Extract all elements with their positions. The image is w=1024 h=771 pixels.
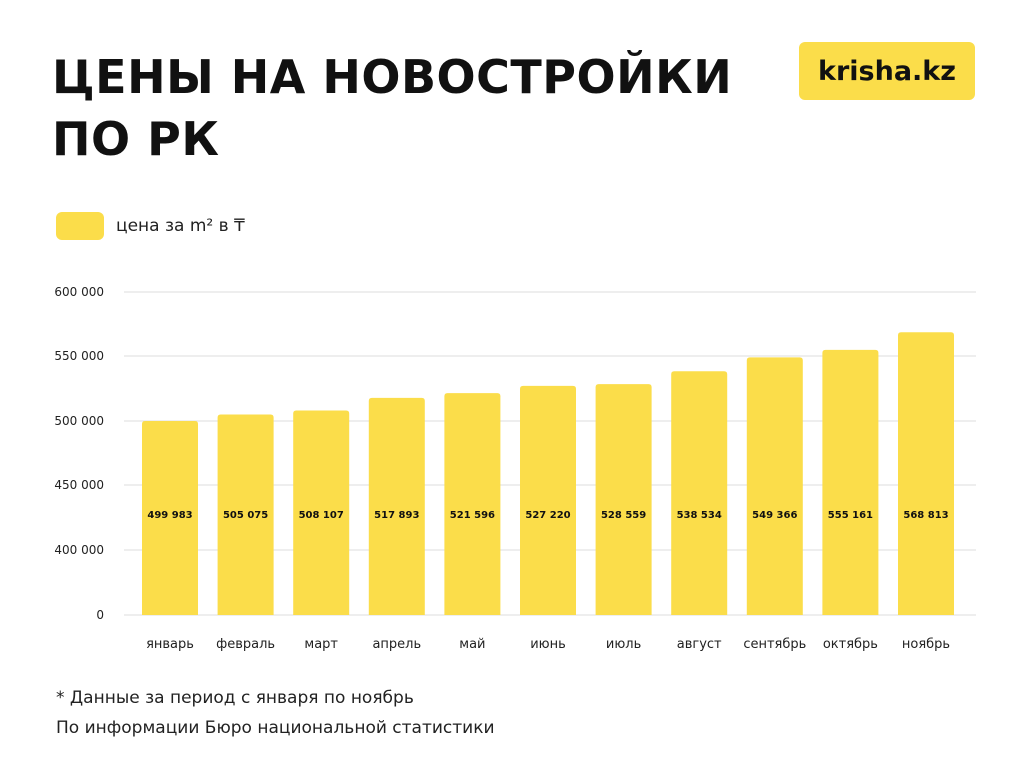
krisha-logo: krisha.kz — [799, 42, 975, 100]
legend-swatch — [56, 212, 104, 240]
chart-legend: цена за m² в ₸ — [56, 212, 245, 240]
bar — [671, 371, 728, 615]
footnote-source: По информации Бюро национальной статисти… — [56, 718, 495, 738]
y-tick-label: 0 — [96, 608, 104, 622]
bar — [368, 397, 425, 615]
x-tick-label: август — [677, 637, 722, 652]
bar — [217, 414, 274, 615]
bar-value-label: 568 813 — [903, 510, 948, 521]
y-tick-label: 400 000 — [54, 543, 104, 557]
y-tick-label: 550 000 — [54, 349, 104, 363]
x-tick-label: октябрь — [823, 637, 878, 652]
footnote-period: * Данные за период с января по ноябрь — [56, 688, 414, 708]
bar — [520, 385, 576, 615]
krisha-logo-text: krisha.kz — [818, 55, 956, 87]
bar-value-label: 508 107 — [299, 510, 344, 521]
bar-chart: 0 400 000 450 000 500 000 550 000 600 000 499 … — [54, 285, 976, 652]
bar — [595, 384, 652, 615]
chart-title-line-2: ПО РК — [52, 112, 220, 166]
bar — [898, 332, 954, 615]
bar-value-label: 521 596 — [450, 510, 495, 521]
x-tick-label: апрель — [372, 637, 421, 652]
bar-value-label: 549 366 — [752, 510, 797, 521]
x-tick-label: июнь — [530, 637, 566, 652]
legend-label: цена за m² в ₸ — [116, 216, 245, 236]
y-tick-label: 600 000 — [54, 285, 104, 299]
bar-value-label: 555 161 — [828, 510, 873, 521]
x-tick-label: май — [459, 637, 485, 652]
bar-value-label: 527 220 — [525, 510, 570, 521]
x-tick-label: февраль — [216, 637, 275, 652]
bar — [293, 410, 350, 615]
bar-value-label: 528 559 — [601, 510, 646, 521]
bar — [142, 421, 198, 615]
y-tick-label: 450 000 — [54, 478, 104, 492]
bar — [746, 357, 803, 615]
x-tick-label: январь — [146, 637, 194, 652]
x-tick-label: сентябрь — [743, 637, 806, 652]
chart-title: ЦЕНЫ НА НОВОСТРОЙКИ ПО РК — [52, 46, 752, 170]
bar-value-label: 499 983 — [147, 510, 192, 521]
bar — [444, 393, 501, 615]
chart-title-line-1: ЦЕНЫ НА НОВОСТРОЙКИ — [52, 50, 733, 104]
bar-value-label: 538 534 — [677, 510, 722, 521]
x-tick-label: ноябрь — [902, 637, 950, 652]
bar — [822, 349, 879, 615]
y-tick-label: 500 000 — [54, 414, 104, 428]
bar-value-label: 517 893 — [374, 510, 419, 521]
x-tick-label: март — [304, 637, 338, 652]
x-tick-label: июль — [606, 637, 641, 652]
bar-value-label: 505 075 — [223, 510, 268, 521]
